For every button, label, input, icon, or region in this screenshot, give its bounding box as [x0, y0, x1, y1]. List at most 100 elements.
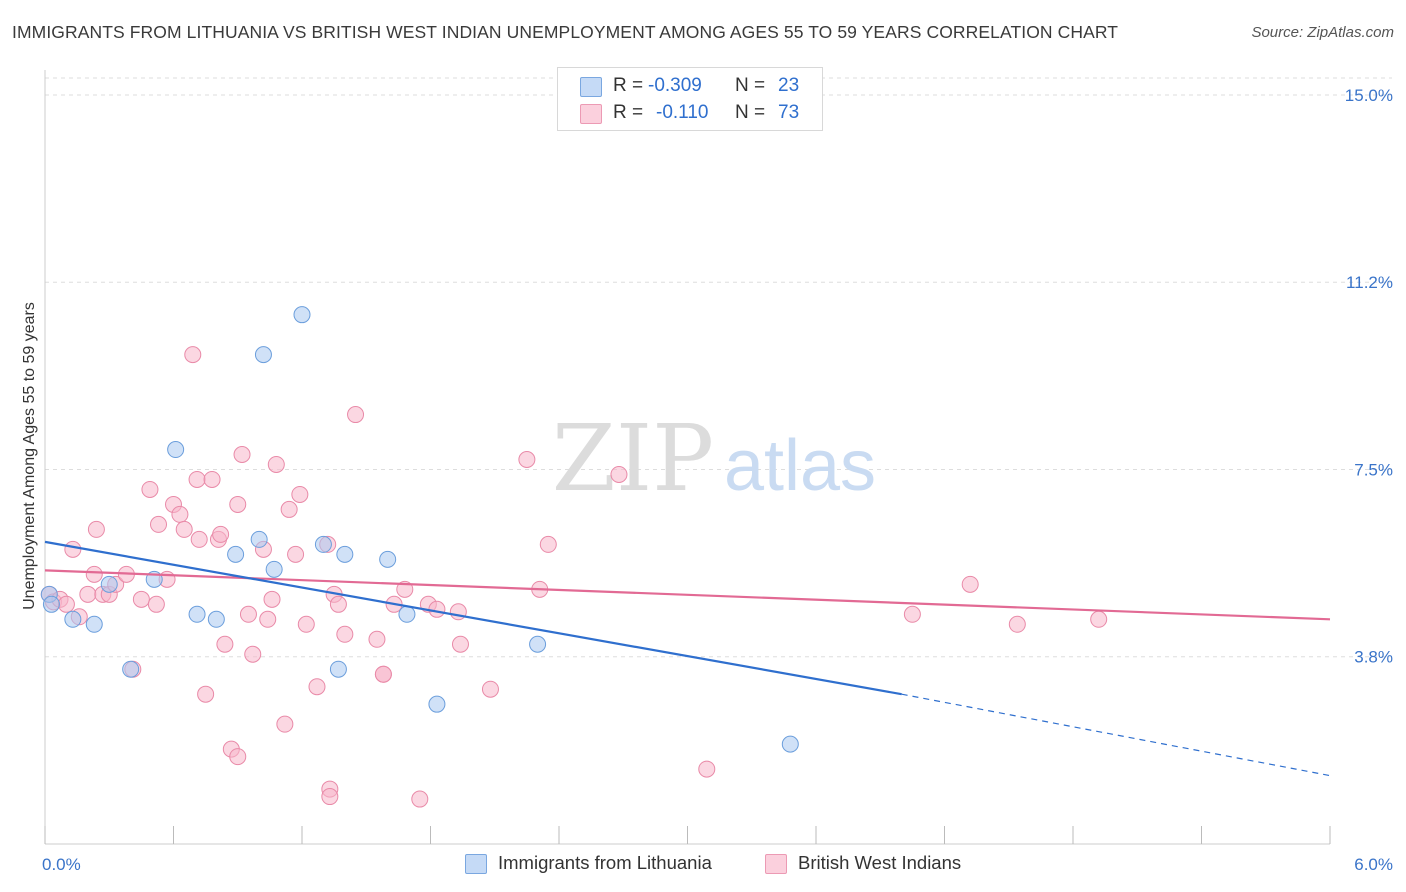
lithuania-point — [188, 605, 206, 623]
bwi-point — [171, 505, 189, 523]
chart-title: IMMIGRANTS FROM LITHUANIA VS BRITISH WES… — [12, 22, 1119, 42]
source-label: Source: ZipAtlas.com — [1251, 24, 1394, 41]
lithuania-point — [398, 605, 416, 623]
legend-r-label: R = — [613, 102, 644, 123]
lithuania-point — [42, 595, 60, 613]
lithuania-point — [529, 635, 547, 653]
lithuania-point — [265, 560, 283, 578]
bwi-point — [374, 665, 392, 683]
legend-swatch-pink — [765, 854, 787, 874]
bwi-point — [610, 465, 628, 483]
bwi-point — [229, 748, 247, 766]
bwi-point — [961, 575, 979, 593]
bwi-point — [188, 470, 206, 488]
bwi-point — [141, 480, 159, 498]
lithuania-point — [329, 660, 347, 678]
lithuania-point — [250, 530, 268, 548]
bwi-point — [428, 600, 446, 618]
lithuania-points — [40, 306, 799, 753]
bwi-point — [368, 630, 386, 648]
lithuania-point — [428, 695, 446, 713]
y-tick-label: 11.2% — [1346, 273, 1393, 292]
lithuania-point — [85, 615, 103, 633]
bwi-point — [280, 500, 298, 518]
bwi-point — [233, 446, 251, 464]
bwi-point — [308, 678, 326, 696]
watermark: ZIP atlas — [552, 405, 876, 512]
bwi-point — [481, 680, 499, 698]
trend-lines — [44, 540, 1331, 777]
legend-r-label: R = — [613, 75, 644, 96]
bwi-point — [57, 595, 75, 613]
bwi-point — [190, 530, 208, 548]
correlation-legend: R = -0.309 N = 23 R = -0.110 N = 73 — [557, 67, 823, 131]
lithuania-point — [167, 441, 185, 459]
bwi-point — [291, 485, 309, 503]
legend-swatch-pink — [580, 104, 602, 124]
bwi-point — [1090, 610, 1108, 628]
bwi-point — [411, 790, 429, 808]
bwi-point — [229, 495, 247, 513]
y-tick-label: 7.5% — [1354, 460, 1393, 479]
x-tick-label: 6.0% — [1354, 855, 1393, 874]
bwi-point — [175, 520, 193, 538]
bwi-point — [132, 590, 150, 608]
bwi-point — [212, 525, 230, 543]
bwi-point — [197, 685, 215, 703]
y-tick-label: 15.0% — [1345, 86, 1393, 105]
bwi-point — [184, 346, 202, 364]
lithuania-point — [100, 575, 118, 593]
x-tick-label: 0.0% — [42, 855, 81, 874]
legend-n-value: 23 — [778, 75, 800, 96]
bwi-point — [267, 455, 285, 473]
lithuania-point — [207, 610, 225, 628]
grid-lines — [45, 77, 1392, 658]
bwi-point — [259, 610, 277, 628]
bwi-point — [276, 715, 294, 733]
legend-swatch-blue — [580, 77, 602, 97]
bwi-point — [147, 595, 165, 613]
lithuania-point — [781, 735, 799, 753]
lithuania-point — [227, 545, 245, 563]
bwi-point — [239, 605, 257, 623]
lithuania-point — [336, 545, 354, 563]
legend-label-lithuania: Immigrants from Lithuania — [498, 852, 712, 873]
bwi-point — [539, 535, 557, 553]
watermark-zip: ZIP — [552, 405, 714, 512]
legend-n-label: N = — [735, 75, 766, 96]
lithuania-point — [314, 535, 332, 553]
tick-labels: 15.0% 11.2% 7.5% 3.8% 0.0% 6.0% — [42, 86, 1393, 874]
legend-r-value: -0.110 — [656, 102, 709, 123]
y-tick-label: 3.8% — [1354, 648, 1393, 667]
bwi-point — [150, 515, 168, 533]
bwi-trend-line — [44, 569, 1331, 621]
bwi-point — [518, 450, 536, 468]
bwi-point — [263, 590, 281, 608]
bwi-point — [216, 635, 234, 653]
lithuania-point — [64, 610, 82, 628]
bwi-point — [297, 615, 315, 633]
bwi-point — [698, 760, 716, 778]
bwi-point — [85, 565, 103, 583]
legend-n-label: N = — [735, 102, 766, 123]
lithuania-trend-line — [44, 540, 902, 696]
bwi-point — [451, 635, 469, 653]
bwi-point — [244, 645, 262, 663]
bwi-point — [336, 625, 354, 643]
lithuania-point — [122, 660, 140, 678]
bwi-point — [396, 580, 414, 598]
legend-swatch-blue — [465, 854, 487, 874]
bwi-point — [329, 595, 347, 613]
bwi-point — [321, 788, 339, 806]
legend-n-value: 73 — [778, 102, 800, 123]
bwi-point — [1008, 615, 1026, 633]
bwi-point — [64, 540, 82, 558]
watermark-atlas: atlas — [724, 426, 876, 506]
lithuania-trend-extension — [901, 693, 1331, 777]
lithuania-point — [293, 306, 311, 324]
bwi-point — [87, 520, 105, 538]
bwi-point — [79, 585, 97, 603]
legend-r-value: -0.309 — [648, 75, 702, 96]
bwi-point — [287, 545, 305, 563]
